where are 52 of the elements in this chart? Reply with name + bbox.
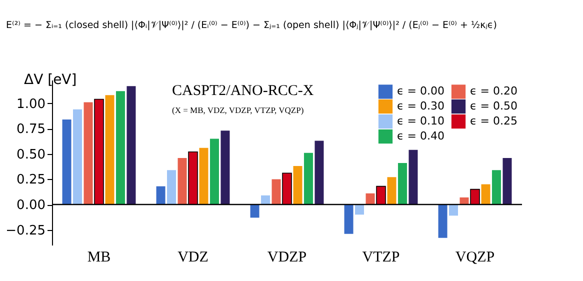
legend-label: ϵ = 0.50 — [470, 100, 518, 112]
bar — [178, 158, 187, 205]
bar — [449, 204, 458, 216]
bar — [481, 184, 490, 205]
bar — [293, 166, 302, 205]
bar — [366, 193, 375, 205]
text: (X = MB, VDZ, VDZP, VTZP, VQZP) — [172, 105, 304, 115]
bar — [210, 138, 219, 205]
bar — [156, 186, 166, 205]
y-tick-label: −0.25 — [6, 223, 46, 238]
y-tick-label: 0.00 — [16, 198, 46, 214]
bar — [126, 86, 136, 205]
legend-label: ϵ = 0.10 — [397, 114, 444, 128]
chart-title: CASPT2/ANO-RCC-X — [172, 83, 314, 99]
y-axis-title: ΔV [eV] — [24, 72, 77, 88]
bar — [167, 170, 176, 205]
bar — [84, 102, 93, 205]
bar — [261, 195, 270, 205]
y-tick-label: 1.00 — [16, 96, 46, 112]
bar — [199, 148, 208, 205]
y-tick-label: 0.25 — [16, 172, 46, 188]
bar — [408, 150, 418, 205]
legend-label: ϵ = 0.30 — [397, 100, 444, 112]
y-tick-label: 0.50 — [16, 147, 46, 162]
bar — [250, 204, 260, 218]
bar — [116, 91, 125, 205]
x-tick-label: VDZ — [178, 250, 208, 266]
bar — [105, 95, 114, 205]
bar — [398, 163, 407, 205]
legend-label: ϵ = 0.40 — [397, 130, 444, 142]
bar — [304, 152, 313, 205]
bar — [502, 158, 512, 205]
x-tick-label: VQZP — [455, 250, 495, 266]
x-tick-label: VTZP — [362, 250, 400, 266]
bar — [62, 119, 72, 205]
bar — [355, 204, 364, 215]
bar — [314, 140, 324, 205]
bar — [73, 109, 82, 205]
legend-label: ϵ = 0.00 — [397, 84, 444, 98]
legend-label: ϵ = 0.25 — [470, 114, 518, 128]
bar — [272, 179, 281, 205]
y-tick-label: 0.75 — [16, 122, 46, 138]
text: E⁽²⁾ = − Σᵢ₌₁ (closed shell) |⟨Φᵢ|𝒱|Ψ⁽⁰⁾⟩|² / (Eᵢ⁽⁰⁾ − E⁽⁰⁾) − Σⱼ₌₁ (open shell) |⟨Φⱼ|𝒱|Ψ⁽⁰⁾⟩|² / (Eⱼ⁽⁰⁾ − E⁽⁰⁾ + ½κⱼϵ) — [6, 20, 497, 31]
legend-label: ϵ = 0.20 — [470, 84, 518, 98]
bar — [438, 204, 448, 238]
bar — [460, 197, 469, 205]
x-tick-label: MB — [87, 250, 111, 266]
x-tick-label: VDZP — [267, 250, 307, 266]
bar — [492, 170, 501, 205]
bar — [344, 204, 354, 234]
bar — [220, 130, 230, 205]
bar — [387, 177, 396, 205]
